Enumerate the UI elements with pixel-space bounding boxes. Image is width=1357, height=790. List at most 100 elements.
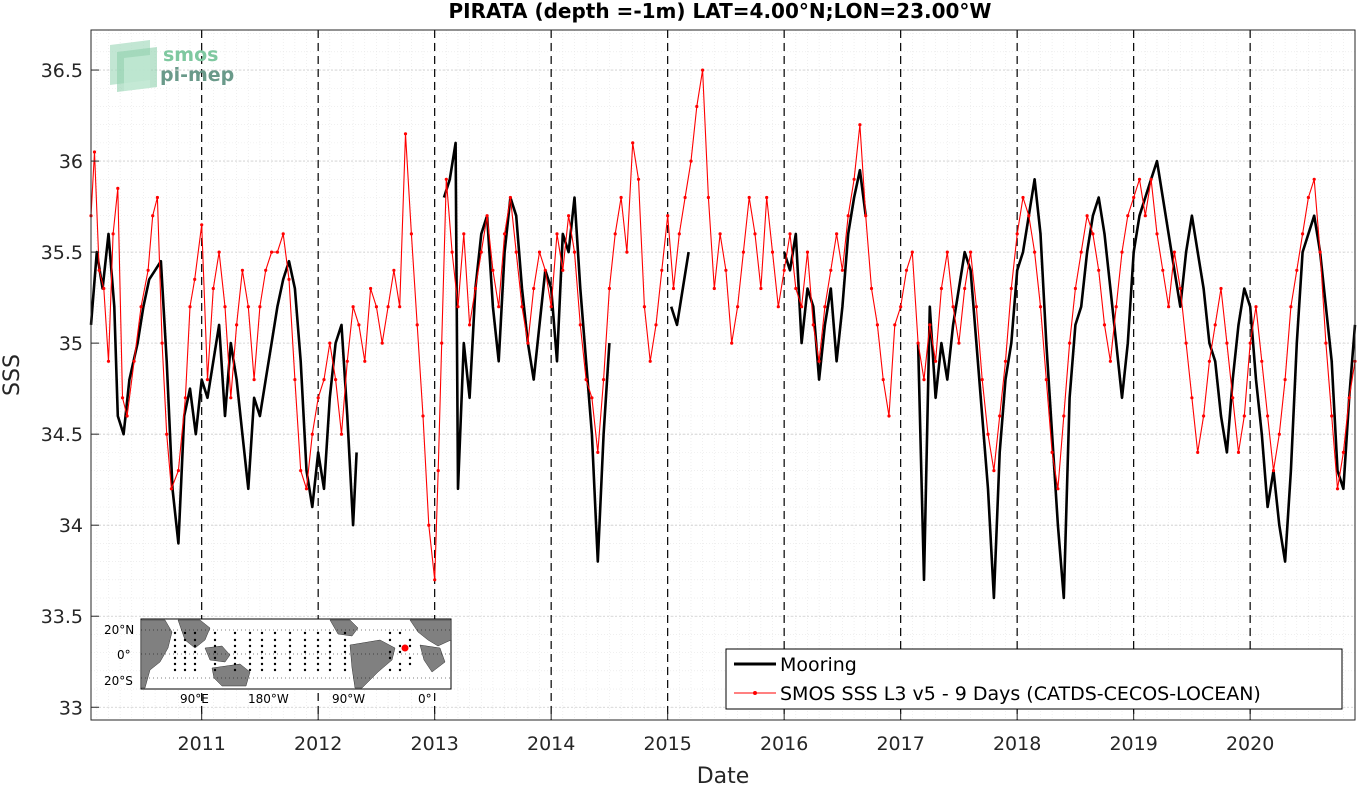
series-point-smos [904,268,909,272]
series-point-smos [945,250,949,254]
series-point-smos [1044,378,1048,382]
inset-map-buoys [173,631,412,672]
series-point-smos [1149,177,1153,181]
series-point-smos [1248,341,1252,345]
series-point-smos [974,305,979,309]
logo-mark-icon [110,40,157,92]
inset-buoy-dot [213,650,217,654]
series-point-smos [436,469,440,473]
inset-buoy-dot [316,662,320,666]
series-point-smos [619,195,623,200]
series-point-smos [1318,250,1322,254]
inset-buoy-dot [343,638,347,642]
series-point-smos [183,396,187,400]
series-point-smos [1062,414,1066,418]
series-point-smos [503,232,507,236]
series-point-smos [450,250,454,254]
series-point-smos [712,286,716,291]
series-point-smos [939,286,944,291]
series-point-smos [1132,195,1136,200]
series-point-smos [788,232,792,236]
inset-map-lat-labels: 20°N 0° 20°S [104,623,134,688]
inset-buoy-dot [173,638,177,642]
series-point-smos [1033,250,1037,254]
inset-buoy-dot [213,662,217,666]
inset-buoy-dot [328,656,332,660]
series-point-smos [217,250,221,254]
series-point-smos [718,232,722,236]
inset-lat-label-eq: 0° [117,648,131,662]
plot-frame [90,29,1356,721]
series-point-smos [345,359,349,363]
series-point-smos [881,378,885,382]
inset-buoy-dot [233,650,237,654]
inset-buoy-dot [183,650,187,654]
inset-map-location-marker [401,644,409,652]
series-point-smos [322,378,326,382]
series-point-smos [800,305,804,309]
series-point-smos [468,323,472,327]
inset-buoy-dot [303,638,307,642]
series-point-smos [561,268,565,272]
series-point-smos [660,268,664,272]
series-point-smos [160,341,164,345]
series-point-smos [357,323,361,327]
chart-title: PIRATA (depth =-1m) LAT=4.00°N;LON=23.00… [449,0,992,23]
series-point-smos [1102,323,1107,327]
inset-buoy-dot [183,662,187,666]
series-point-smos [537,250,542,254]
series-point-smos [770,250,775,254]
series-point-smos [392,268,396,272]
series-point-smos [869,286,874,291]
series-point-smos [584,378,588,382]
inset-buoy-dot [288,668,292,672]
inset-buoy-dot [343,644,347,648]
inset-buoy-dot [193,650,197,654]
inset-buoy-dot [248,656,252,660]
series-point-smos [998,414,1002,418]
inset-buoy-dot [303,662,307,666]
series-point-smos [922,378,926,382]
inset-buoy-dot [260,662,264,666]
y-tick-label: 36 [59,151,83,173]
series-point-smos [479,250,483,254]
inset-buoy-dot [303,668,307,672]
inset-buoy-dot [408,662,412,666]
inset-buoy-dot [183,631,187,635]
series-point-smos [625,250,629,254]
series-point-smos [549,305,553,309]
series-point-smos [683,195,687,200]
x-axis-label: Date [697,764,750,786]
series-point-smos [934,359,938,363]
series-point-smos [1254,305,1258,309]
inset-buoy-dot [183,638,187,642]
x-tick-label: 2014 [527,733,575,755]
series-point-smos [829,268,833,272]
inset-buoy-dot [398,631,402,635]
series-point-smos [1091,232,1095,236]
inset-buoy-dot [408,638,412,642]
inset-buoy-dot [288,656,292,660]
series-point-smos [497,305,501,309]
logo-text-smos: smos [163,44,218,66]
series-point-smos [1236,450,1241,454]
series-point-smos [852,177,856,181]
series-point-smos [578,323,582,327]
series-point-smos [1085,214,1089,218]
series-point-smos [724,268,728,272]
series-point-smos [146,268,150,272]
series-point-smos [1231,396,1235,400]
series-point-smos [281,232,285,236]
series-point-smos [875,323,880,327]
series-point-smos [310,432,314,436]
inset-lat-label-20s: 20°S [104,674,133,688]
series-point-smos [980,378,984,382]
series-point-smos [92,150,97,154]
series-point-smos [193,277,197,281]
series-point-smos [1143,214,1147,218]
series-point-smos [963,286,967,291]
inset-buoy-dot [328,644,332,648]
x-tick-label: 2017 [876,733,924,755]
series-point-smos [817,359,821,363]
